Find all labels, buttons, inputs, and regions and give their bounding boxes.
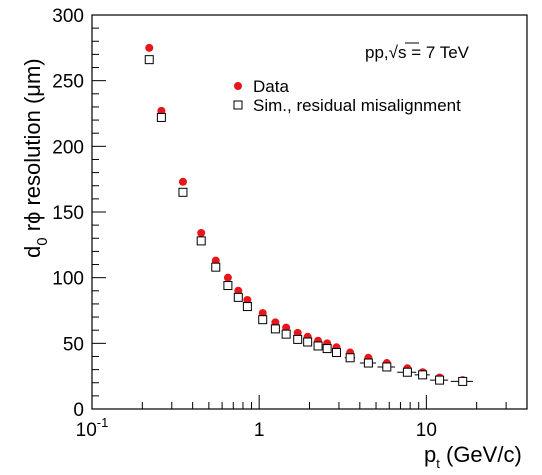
data-point-0-3: [197, 229, 206, 238]
data-point-0-0: [145, 43, 154, 52]
sim-point-1-20: [418, 370, 428, 380]
y-tick-label: 100: [52, 269, 84, 290]
sim-point-1-3: [196, 236, 206, 246]
energy-annotation: pp,√s = 7 TeV: [365, 43, 470, 62]
data-point-0-1: [157, 106, 166, 115]
sim-point-1-5: [223, 281, 233, 291]
data-points: [144, 43, 473, 386]
x-tick-label: 10: [416, 420, 437, 441]
data-point-0-7: [243, 295, 252, 304]
sim-point-1-11: [293, 334, 303, 344]
sim-point-1-17: [363, 358, 373, 368]
sim-point-1-2: [178, 187, 188, 197]
sim-point-1-16: [345, 353, 355, 363]
x-tick-exponent: -1: [97, 415, 109, 430]
sim-point-1-13: [313, 341, 323, 351]
sim-point-1-7: [242, 302, 252, 312]
sim-point-1-21: [435, 375, 445, 385]
x-axis-title: pt (GeV/c): [424, 442, 522, 471]
sim-point-1-15: [331, 348, 341, 358]
legend-marker-sim: [233, 100, 243, 110]
data-point-0-5: [223, 273, 232, 282]
y-tick-label: 50: [63, 334, 84, 355]
y-tick-label: 200: [52, 137, 84, 158]
legend: Data Sim., residual misalignment: [233, 77, 461, 115]
legend-label-sim: Sim., residual misalignment: [253, 96, 461, 115]
y-tick-label: 0: [73, 400, 84, 421]
x-tick-label: 1: [254, 420, 265, 441]
y-title-main: d: [20, 246, 45, 258]
sim-point-1-9: [270, 324, 280, 334]
y-title-rest: rϕ resolution (μm): [20, 58, 45, 237]
y-tick-label: 250: [52, 72, 84, 93]
data-point-0-4: [211, 256, 220, 265]
x-title-sub: t: [436, 456, 440, 471]
data-point-0-9: [271, 318, 280, 327]
y-tick-label: 150: [52, 203, 84, 224]
sim-point-1-1: [156, 112, 166, 122]
data-point-0-11: [293, 328, 302, 337]
annotation-prefix: pp,: [365, 43, 389, 62]
sim-point-1-12: [303, 337, 313, 347]
x-tick-base: 1: [254, 420, 265, 441]
sim-point-1-19: [402, 367, 412, 377]
x-tick-label: 10-1: [76, 415, 109, 441]
data-point-0-6: [234, 286, 243, 295]
sim-point-1-14: [322, 344, 332, 354]
sim-point-1-4: [211, 262, 221, 272]
x-title-rest: (GeV/c): [440, 442, 522, 467]
y-tick-label: 300: [52, 6, 84, 27]
x-tick-base: 10: [416, 420, 437, 441]
data-point-0-8: [258, 309, 267, 318]
ticks: [91, 14, 528, 410]
sim-point-1-6: [233, 292, 243, 302]
data-point-0-2: [178, 177, 187, 186]
sim-point-1-0: [144, 55, 154, 65]
sim-point-1-8: [258, 315, 268, 325]
sim-point-1-22: [458, 376, 468, 386]
data-point-0-10: [282, 323, 291, 332]
y-axis-title: d0 rϕ resolution (μm): [20, 58, 51, 258]
legend-marker-data: [234, 82, 242, 90]
sim-point-1-10: [281, 329, 291, 339]
x-title-main: p: [424, 442, 436, 467]
annotation-suffix: = 7 TeV: [406, 43, 469, 62]
sim-point-1-18: [382, 362, 392, 372]
y-title-sub: 0: [34, 237, 51, 245]
legend-label-data: Data: [253, 77, 289, 96]
x-tick-base: 10: [76, 420, 97, 441]
annotation-sqrt: √s: [389, 43, 407, 62]
